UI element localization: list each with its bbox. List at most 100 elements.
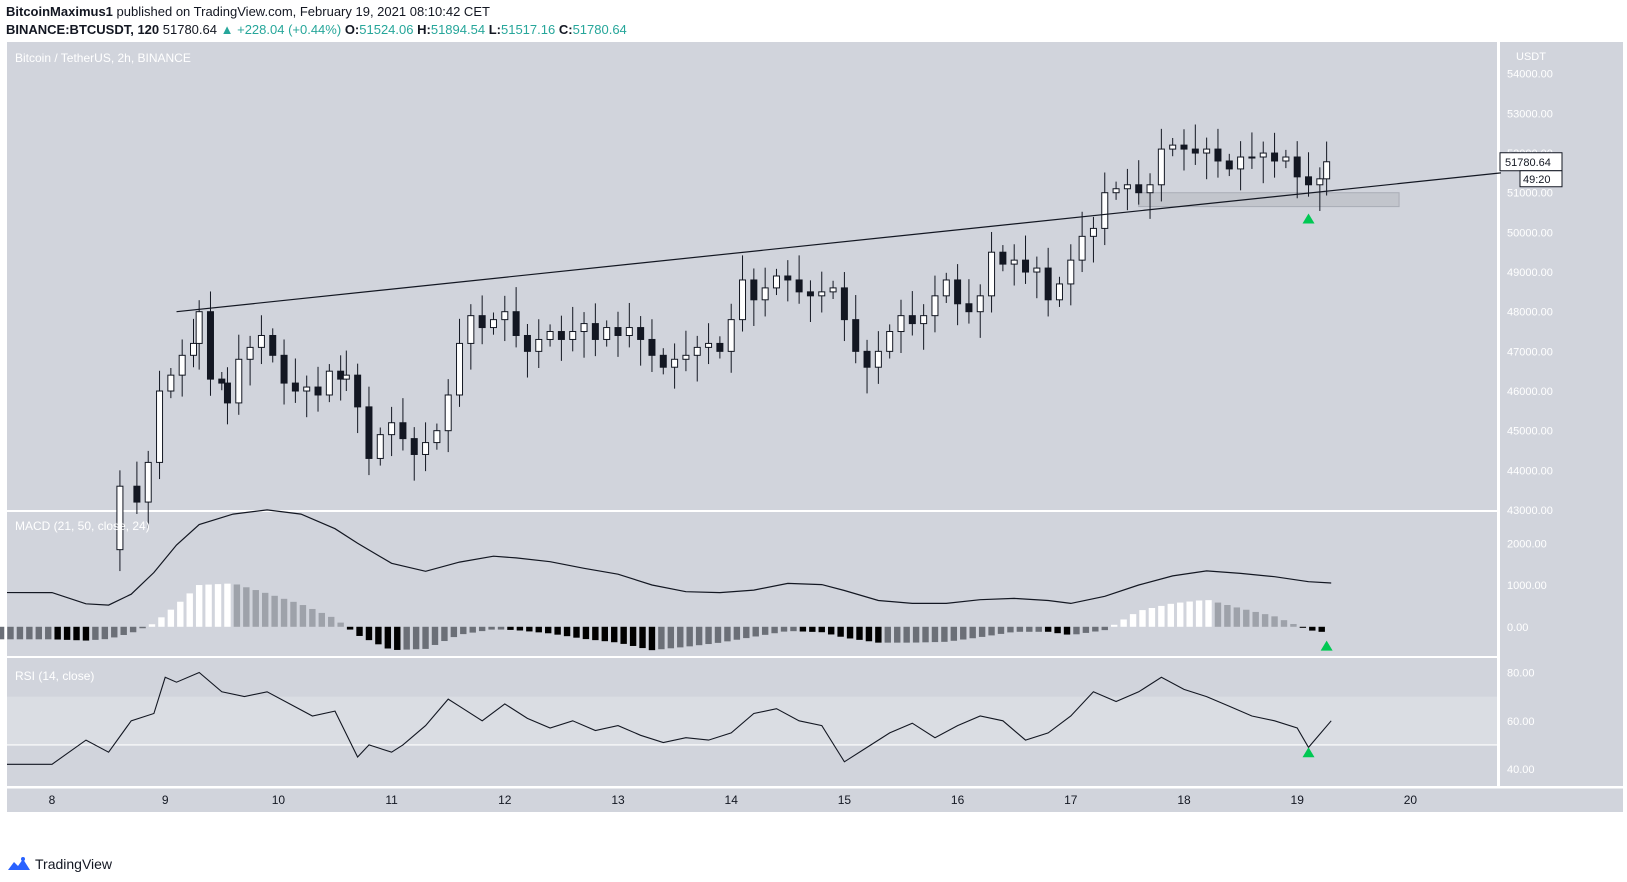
- macd-histogram-bar: [1016, 626, 1024, 632]
- macd-histogram-bar: [978, 626, 986, 637]
- macd-title: MACD (21, 50, close, 24): [15, 519, 150, 533]
- candle-up: [546, 331, 554, 340]
- macd-histogram-bar: [1280, 620, 1288, 627]
- candle-down: [908, 315, 916, 325]
- candle-down: [223, 382, 231, 404]
- candle-up: [444, 394, 452, 432]
- macd-line: [6, 509, 1332, 606]
- candle-up: [1067, 259, 1075, 285]
- macd-histogram-bar: [177, 601, 184, 627]
- candle-up: [1282, 156, 1290, 162]
- time-axis: [7, 788, 1623, 812]
- symbol-info: BINANCE:BTCUSDT, 120 51780.64 ▲ +228.04 …: [6, 22, 627, 37]
- candle-down: [269, 334, 277, 356]
- price-tick-label: 50000.00: [1507, 227, 1553, 239]
- macd-histogram-bar: [724, 626, 731, 642]
- macd-histogram-bar: [790, 626, 797, 632]
- candle-down: [852, 319, 860, 352]
- candle-up: [1237, 156, 1245, 170]
- macd-histogram-bar: [290, 601, 297, 627]
- candle-down: [133, 485, 141, 503]
- macd-histogram-bar: [139, 626, 146, 629]
- high-label: H:: [417, 22, 431, 37]
- low-value: 51517.16: [500, 22, 556, 37]
- candle-up: [422, 442, 430, 455]
- candle-up: [190, 342, 197, 356]
- candle-up: [489, 319, 497, 329]
- macd-histogram-bar: [582, 626, 590, 640]
- macd-histogram-bar: [129, 626, 137, 633]
- macd-histogram-bar: [0, 626, 5, 640]
- macd-histogram-bar: [799, 626, 807, 632]
- candle-down: [280, 354, 288, 384]
- candle-down: [1191, 148, 1199, 154]
- macd-histogram-bar: [412, 626, 420, 650]
- macd-histogram-bar: [148, 624, 156, 627]
- macd-histogram-bar: [384, 626, 392, 649]
- candle-down: [614, 327, 622, 336]
- candle-up: [580, 323, 588, 333]
- macd-histogram-bar: [1073, 626, 1080, 635]
- macd-histogram-bar: [111, 626, 118, 638]
- candle-down: [1271, 152, 1279, 162]
- candle-down: [523, 334, 531, 352]
- candle-down: [1214, 148, 1222, 162]
- price-tick-label: 53000.00: [1507, 108, 1553, 120]
- macd-histogram-bar: [1167, 603, 1174, 627]
- macd-histogram-bar: [677, 626, 684, 648]
- tradingview-logo[interactable]: TradingView: [7, 856, 112, 872]
- macd-histogram-bar: [1129, 614, 1137, 627]
- macd-histogram-bar: [507, 626, 514, 630]
- rsi-tick-label: 40.00: [1507, 764, 1535, 776]
- macd-pane: [7, 512, 1497, 656]
- macd-histogram-bar: [950, 626, 958, 641]
- macd-histogram-bar: [54, 626, 61, 640]
- rsi-tick-label: 60.00: [1507, 716, 1535, 728]
- macd-histogram-bar: [1186, 601, 1193, 627]
- candle-up: [1089, 227, 1097, 237]
- candle-down: [1293, 156, 1301, 178]
- macd-histogram-bar: [1082, 626, 1090, 633]
- candle-up: [246, 346, 254, 360]
- macd-histogram-bar: [1120, 619, 1127, 627]
- candle-up: [942, 279, 950, 297]
- time-tick-label: 11: [385, 793, 398, 807]
- author-name[interactable]: BitcoinMaximus1: [6, 4, 113, 19]
- macd-histogram-bar: [82, 626, 90, 641]
- macd-histogram-bar: [16, 626, 24, 640]
- macd-histogram-bar: [686, 626, 693, 647]
- candle-down: [1044, 267, 1052, 301]
- macd-histogram-bar: [497, 626, 505, 630]
- candle-up: [376, 434, 384, 459]
- macd-histogram-bar: [884, 626, 891, 643]
- time-tick-label: 19: [1291, 793, 1305, 807]
- candle-down: [557, 331, 565, 340]
- macd-histogram-bar: [441, 626, 448, 642]
- macd-histogram-bar: [1158, 605, 1165, 627]
- macd-histogram-bar: [535, 626, 542, 633]
- macd-histogram-bar: [460, 626, 467, 635]
- support-zone: [1138, 192, 1400, 208]
- macd-histogram-bar: [337, 622, 344, 627]
- candle-up: [818, 291, 826, 297]
- candle-down: [512, 311, 520, 336]
- rsi-band: [7, 696, 1497, 745]
- candle-up: [886, 331, 894, 352]
- candle-up: [976, 295, 984, 313]
- candle-up: [257, 334, 265, 348]
- candle-down: [954, 279, 962, 305]
- candle-up: [682, 354, 690, 360]
- macd-histogram-bar: [922, 626, 929, 643]
- macd-histogram-bar: [818, 626, 825, 633]
- close-label: C:: [558, 22, 573, 37]
- macd-histogram-bar: [233, 584, 241, 627]
- candle-down: [314, 386, 322, 396]
- macd-histogram-bar: [780, 626, 788, 632]
- candle-up: [1146, 184, 1154, 194]
- macd-histogram-bar: [639, 626, 646, 649]
- countdown-box: [1519, 170, 1563, 188]
- macd-histogram-bar: [1026, 626, 1033, 632]
- price-tick-label: 48000.00: [1507, 307, 1553, 319]
- macd-histogram-bar: [1309, 626, 1316, 631]
